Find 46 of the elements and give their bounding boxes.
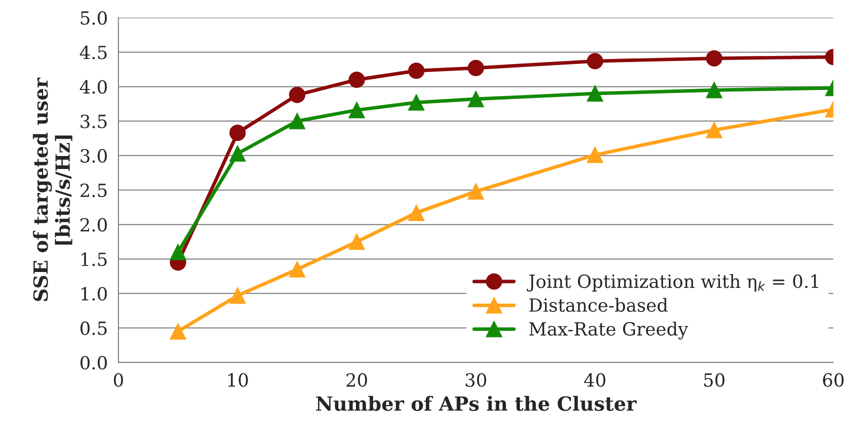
point	[706, 50, 722, 67]
x-tick-label: 40	[584, 373, 606, 387]
point	[170, 244, 186, 260]
point	[408, 94, 424, 111]
point	[289, 112, 306, 130]
x-tick-label: 50	[704, 373, 724, 387]
point	[408, 204, 424, 221]
x-tick-label: 30	[466, 373, 486, 387]
y-tick-label: 0.5	[80, 321, 107, 336]
y-tick-label: 1.5	[82, 252, 107, 266]
point	[229, 124, 246, 141]
point	[706, 82, 722, 98]
y-tick-label: 5.0	[80, 11, 107, 25]
point	[348, 234, 365, 250]
y-tick-label: 4.5	[80, 46, 107, 60]
legend-label: Max-Rate Greedy	[529, 322, 688, 340]
legend-label: Distance-based	[529, 298, 668, 312]
y-tick-label: 4.0	[80, 80, 107, 94]
point	[586, 85, 604, 102]
point	[408, 62, 424, 79]
point	[468, 60, 484, 76]
point	[348, 72, 365, 88]
y-tick-label: 2.5	[80, 184, 107, 198]
point	[170, 323, 186, 340]
y-tick-label: 2.0	[80, 218, 107, 232]
x-tick-label: 0	[114, 373, 123, 387]
point	[289, 86, 306, 104]
point	[586, 146, 604, 164]
point	[706, 122, 722, 138]
x-tick-label: 20	[346, 373, 368, 387]
x-tick-label: 60	[823, 373, 844, 387]
point	[468, 183, 484, 200]
x-axis-title: Number of APs in the Cluster	[316, 396, 637, 411]
x-tick-label: 10	[228, 373, 248, 387]
point	[289, 261, 306, 278]
legend-label: Joint Optimization with η$_{k}$ = 0.1	[526, 274, 818, 292]
y-tick-label: 3.5	[80, 114, 107, 128]
y-axis-title: SSE of targeted user [bits/s/Hz]	[32, 78, 72, 302]
point	[586, 52, 604, 70]
point	[229, 287, 246, 304]
y-tick-label: 3.0	[80, 149, 107, 163]
point	[348, 102, 365, 118]
y-tick-label: 1.0	[82, 286, 107, 301]
y-tick-label: 0.0	[80, 356, 107, 370]
point	[229, 145, 246, 162]
point	[468, 90, 484, 108]
